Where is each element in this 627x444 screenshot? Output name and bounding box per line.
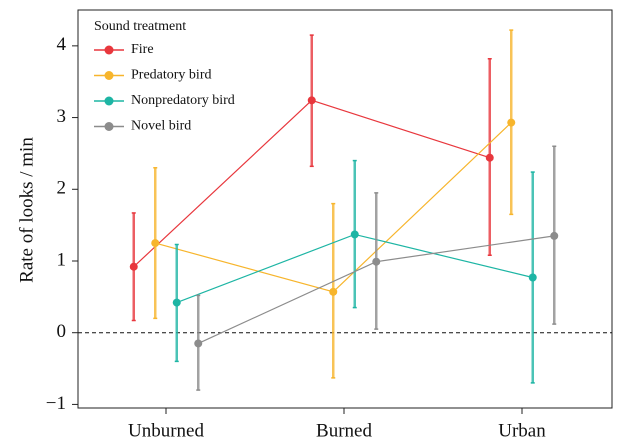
point [350,230,359,239]
point [528,273,537,282]
legend-label: Predatory bird [131,68,211,83]
point [172,298,181,307]
legend-marker [104,96,114,106]
legend-label: Fire [131,42,154,57]
x-tick-label: Unburned [128,420,204,441]
y-tick-label: 0 [57,321,67,342]
legend-marker [104,71,114,80]
y-tick-label: 1 [57,249,67,270]
y-tick-label: −1 [46,393,66,414]
x-tick-label: Urban [498,420,546,441]
point [194,339,203,348]
point [372,257,381,266]
y-tick-label: 3 [57,106,67,127]
point [550,231,559,240]
point [307,96,316,105]
legend-label: Nonpredatory bird [131,93,235,108]
point [151,239,160,248]
point [507,118,516,127]
plot-frame [77,9,613,409]
y-tick-label: 4 [57,34,67,55]
legend-label: Novel bird [131,119,191,134]
point [485,153,494,162]
y-axis-label: Rate of looks / min [16,137,37,283]
point [129,262,138,271]
legend-title: Sound treatment [94,19,186,34]
y-tick-label: 2 [57,178,67,199]
x-tick-label: Burned [316,420,372,441]
legend-marker [104,45,114,55]
legend-marker [104,122,114,131]
point [329,287,338,296]
